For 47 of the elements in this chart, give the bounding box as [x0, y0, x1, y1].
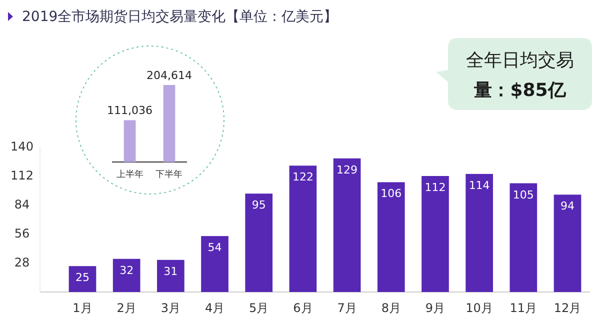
x-tick-label: 10月	[466, 301, 493, 315]
x-tick-label: 下半年	[156, 169, 183, 180]
bar	[422, 176, 449, 292]
data-label: 122	[292, 170, 314, 184]
x-tick-label: 6月	[293, 301, 313, 315]
x-tick-label: 5月	[249, 301, 269, 315]
y-tick-label: 28	[14, 255, 30, 270]
data-label: 105	[512, 188, 534, 202]
bar	[201, 236, 228, 292]
data-label: 95	[252, 198, 266, 212]
bar	[68, 266, 96, 292]
bar	[245, 194, 273, 292]
y-tick-label: 112	[10, 168, 34, 182]
data-label: 111,036	[107, 104, 153, 118]
data-label: 114	[468, 178, 490, 192]
x-tick-label: 2月	[116, 301, 136, 315]
x-tick-label: 1月	[72, 301, 92, 315]
data-label: 129	[336, 163, 358, 176]
bar	[466, 174, 493, 292]
x-tick-label: 7月	[337, 301, 357, 315]
bar	[510, 183, 538, 292]
y-tick-label: 84	[14, 197, 30, 212]
bar	[554, 194, 582, 292]
data-label: 54	[208, 241, 222, 254]
x-tick-label: 上半年	[116, 169, 144, 180]
data-label: 94	[560, 200, 575, 213]
x-tick-label: 3月	[160, 301, 180, 315]
data-label: 25	[75, 271, 90, 284]
bar	[112, 258, 140, 292]
chart-title: 2019全市场期货日均交易量变化【单位：亿美元】	[22, 9, 338, 25]
data-label: 32	[120, 264, 134, 277]
x-tick-label: 11月	[510, 301, 538, 315]
data-label: 106	[380, 187, 402, 200]
data-label: 112	[424, 181, 446, 194]
text: 全年日均交易量：$85亿	[466, 50, 574, 101]
x-tick-label: 4月	[204, 301, 225, 315]
bar	[333, 158, 361, 292]
bar	[289, 166, 317, 292]
y-tick-label: 140	[10, 139, 34, 154]
bar	[377, 182, 405, 292]
x-tick-label: 8月	[381, 301, 401, 315]
x-tick-label: 9月	[425, 301, 446, 315]
x-tick-label: 12月	[554, 301, 582, 315]
y-tick-label: 56	[14, 226, 30, 240]
data-label: 204,614	[146, 69, 192, 82]
data-label: 31	[164, 264, 178, 278]
bar	[157, 260, 184, 292]
